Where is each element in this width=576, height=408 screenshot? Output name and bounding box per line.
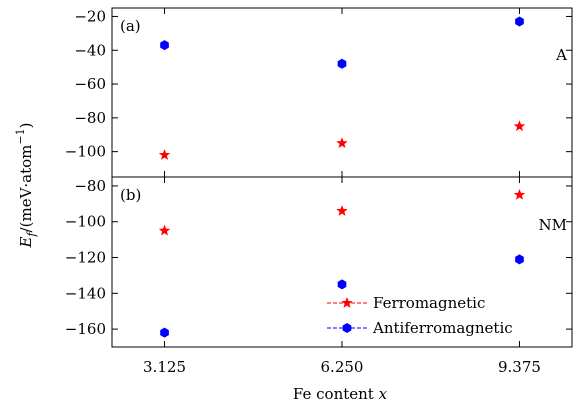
y-axis-label: Ef/(meV·atom−1) <box>14 123 38 249</box>
panel-annotation-b: NM <box>539 216 567 234</box>
y-tick-label: −100 <box>65 213 106 231</box>
legend-label: Ferromagnetic <box>373 294 485 312</box>
legend: Ferromagnetic Antiferromagnetic <box>327 294 513 337</box>
panel-label-a: (a) <box>120 17 141 35</box>
antiferromagnetic-point-b-3 <box>515 254 524 265</box>
antiferromagnetic-point-a-3 <box>515 16 524 27</box>
y-tick-label: −160 <box>65 320 106 338</box>
antiferromagnetic-point-b-1 <box>160 327 169 338</box>
ferromagnetic-point-a-3 <box>513 120 526 132</box>
x-tick-label: 9.375 <box>498 358 541 376</box>
x-axis-label: Fe content x <box>293 385 388 403</box>
panel-frame-a <box>111 7 573 178</box>
y-tick-label: −100 <box>65 143 106 161</box>
y-tick-label: −20 <box>74 7 106 25</box>
antiferromagnetic-point-a-2 <box>337 58 347 69</box>
antiferromagnetic-point-b-2 <box>337 279 347 290</box>
y-tick-label: −140 <box>65 284 106 302</box>
x-axis-ticks: 3.125 6.250 9.375 <box>143 358 541 376</box>
panel-b: −160 −140 −120 −100 −80 (b) NM <box>65 176 573 348</box>
legend-marker-star <box>341 297 353 308</box>
panel-label-b: (b) <box>120 186 141 204</box>
x-tick-label: 3.125 <box>143 358 186 376</box>
ferromagnetic-point-b-1 <box>158 224 171 236</box>
y-tick-label: −120 <box>65 249 106 267</box>
ferromagnetic-point-b-2 <box>336 205 348 216</box>
ferromagnetic-point-b-3 <box>513 188 526 200</box>
ferromagnetic-point-a-2 <box>336 137 348 149</box>
x-tick-label: 6.250 <box>321 358 364 376</box>
antiferromagnetic-point-a-1 <box>160 40 169 51</box>
panel-annotation-a: A <box>555 46 567 64</box>
y-tick-label: −60 <box>74 75 106 93</box>
y-tick-label: −40 <box>74 41 106 59</box>
ferromagnetic-point-a-1 <box>158 149 171 160</box>
panel-a: −100 −80 −60 −40 −20 (a) A <box>65 7 573 178</box>
legend-label: Antiferromagnetic <box>372 319 513 337</box>
legend-marker-hexagon <box>342 323 352 333</box>
y-tick-label: −80 <box>74 177 106 195</box>
y-tick-label: −80 <box>74 109 106 127</box>
